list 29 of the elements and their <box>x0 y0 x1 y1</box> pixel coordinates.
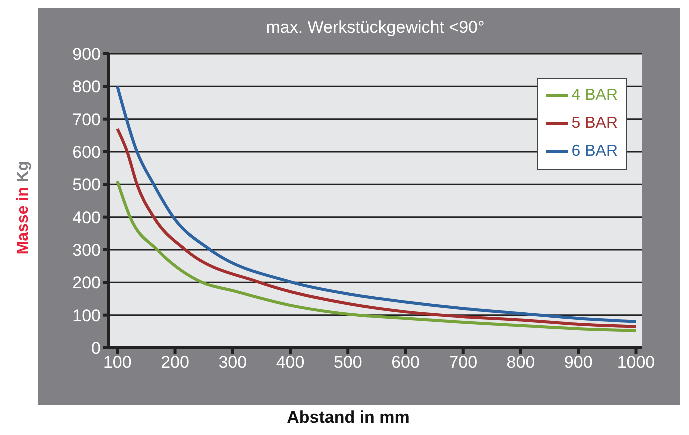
legend-label: 5 BAR <box>572 114 618 134</box>
x-tick-label: 600 <box>392 353 420 372</box>
y-tick-label: 400 <box>72 208 101 228</box>
x-tick-label: 100 <box>103 353 132 372</box>
x-tick-label: 400 <box>276 353 305 372</box>
y-tick-label: 700 <box>72 110 101 130</box>
y-tick-label: 300 <box>72 241 101 260</box>
x-tick-label: 300 <box>218 353 248 372</box>
x-tick-label: 700 <box>449 353 478 372</box>
line-series <box>116 85 638 324</box>
x-tick-label: 200 <box>161 353 190 372</box>
y-tick-label: 200 <box>72 274 101 293</box>
x-tick-label: 900 <box>564 353 593 372</box>
line-series <box>116 128 638 328</box>
y-tick-label: 0 <box>92 339 101 358</box>
y-axis-title: Masse in Kg <box>15 161 32 255</box>
x-tick-label: 500 <box>334 353 362 372</box>
line-series <box>116 180 638 333</box>
legend-label: 6 BAR <box>572 142 618 162</box>
legend-label: 4 BAR <box>572 86 618 106</box>
y-tick-label: 100 <box>72 306 101 326</box>
y-tick-label: 900 <box>72 45 101 64</box>
y-tick-label: 800 <box>72 78 101 97</box>
x-tick-label: 800 <box>506 353 536 372</box>
x-tick-label: 1000 <box>617 353 656 372</box>
y-tick-label: 600 <box>72 143 101 162</box>
chart-title: max. Werkstückgewicht <90° <box>265 18 486 38</box>
x-axis-title: Abstand in mm <box>286 408 411 428</box>
y-tick-label: 500 <box>72 176 101 195</box>
